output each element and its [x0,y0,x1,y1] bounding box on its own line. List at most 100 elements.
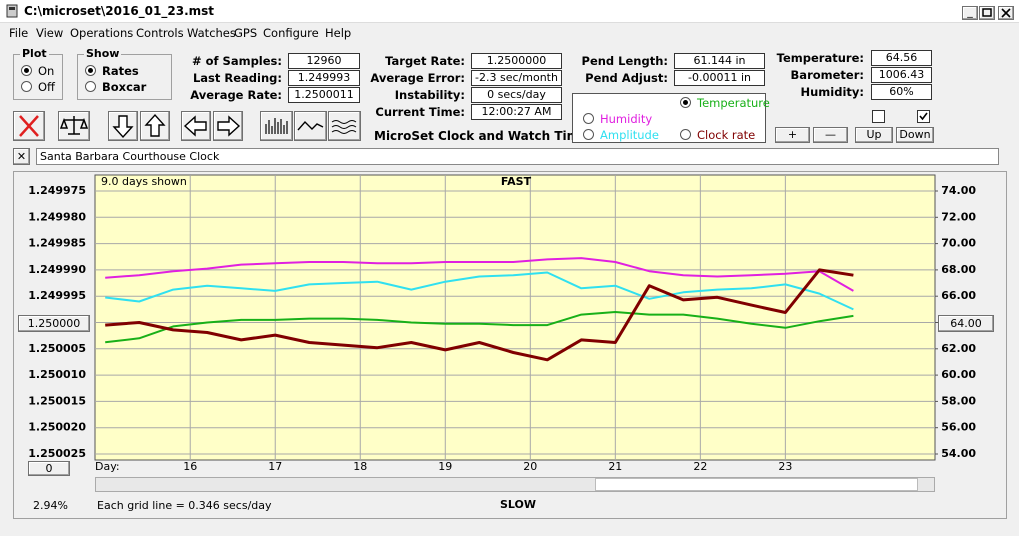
y2-tick-label: 58.00 [941,394,976,407]
button[interactable]: Down [896,127,934,143]
y2-tick-label: 74.00 [941,184,976,197]
y-tick-label: 1.249985 [28,237,86,250]
y-tick-label: 1.249995 [28,289,86,302]
legend-item[interactable]: Temperature [680,96,770,110]
y-tick-label: 1.250005 [28,342,86,355]
plot-group: Plot [13,47,63,100]
y-tick-label: 1.250025 [28,447,86,460]
button[interactable]: Up [855,127,893,143]
y-tick-label: 1.250015 [28,394,86,407]
menu-item[interactable]: Help [325,26,352,40]
left-value-box[interactable]: 1.250000 [18,315,90,332]
legend-label: Amplitude [600,128,659,142]
maximize-button[interactable] [979,6,995,20]
field-label: Pend Length: [581,54,668,68]
status-percent: 2.94% [33,499,68,512]
radio-on[interactable]: On [21,64,54,78]
up-arrow-button[interactable] [140,111,170,141]
x-tick-label: 18 [353,460,367,473]
radio-label: Off [38,80,55,94]
minimize-button[interactable]: _ [962,6,978,20]
radio-label: Boxcar [102,80,147,94]
field-value: 1006.43 [871,67,932,83]
field-label: Last Reading: [192,71,282,85]
menu-item[interactable]: File [9,26,29,40]
button[interactable]: — [813,127,848,143]
radio-off[interactable]: Off [21,80,55,94]
balance-button[interactable] [58,111,90,141]
grid-note: Each grid line = 0.346 secs/day [97,499,272,512]
field-value: 60% [871,84,932,100]
watch-name: Santa Barbara Courthouse Clock [36,148,999,165]
plot-area [94,174,936,461]
radio-label: On [38,64,55,78]
show-group: Show [77,47,172,100]
legend-item[interactable]: Amplitude [583,128,659,142]
series-line [105,271,854,311]
fast-label: FAST [501,175,532,188]
right-value-box[interactable]: 64.00 [938,315,994,332]
right-arrow-button[interactable] [213,111,243,141]
close-button[interactable] [998,6,1014,20]
histogram-button[interactable] [260,111,293,141]
y-tick-label: 1.250010 [28,368,86,381]
field-value: 64.56 [871,50,932,66]
y-tick-label: 1.249990 [28,263,86,276]
field-label: # of Samples: [192,54,282,68]
field-value: -2.3 sec/month [471,70,562,86]
x-tick-label: 23 [778,460,792,473]
app-label: MicroSet Clock and Watch Timer [374,129,594,143]
radio-rates[interactable]: Rates [85,64,139,78]
clear-button[interactable]: ✕ [13,148,30,165]
series-line [105,311,854,344]
field-label: Humidity: [800,85,864,99]
legend-item[interactable]: Humidity [583,112,652,126]
down-arrow-button[interactable] [108,111,138,141]
x-tick-label: 17 [268,460,282,473]
menu-item[interactable]: Controls [136,26,184,40]
field-label: Target Rate: [385,54,465,68]
field-value: 1.2500000 [471,53,562,69]
menu-item[interactable]: Operations [70,26,134,40]
wave-button[interactable] [328,111,361,141]
legend-label: Clock rate [697,128,756,142]
checkbox[interactable] [872,110,885,123]
menu-item[interactable]: Watches [187,26,236,40]
left-arrow-button[interactable] [181,111,211,141]
menu-item[interactable]: GPS [234,26,258,40]
checkbox-checked[interactable] [917,110,930,123]
bottom-value-box[interactable]: 0 [28,461,70,476]
slow-label: SLOW [500,498,536,511]
stop-button[interactable] [13,111,45,141]
y2-tick-label: 68.00 [941,263,976,276]
field-value: 0 secs/day [471,87,562,103]
field-value: -0.00011 in [674,70,765,86]
y-tick-label: 1.249975 [28,184,86,197]
app-icon [6,4,18,18]
field-label: Instability: [394,88,465,102]
line-button[interactable] [294,111,327,141]
field-value: 12:00:27 AM [471,104,562,120]
y2-tick-label: 66.00 [941,289,976,302]
field-value: 1.2500011 [288,87,360,103]
button[interactable]: + [775,127,810,143]
x-tick-label: 20 [523,460,537,473]
group-label: Show [84,47,122,60]
x-tick-label: 22 [693,460,707,473]
legend-label: Temperature [697,96,770,110]
field-value: 12960 [288,53,360,69]
legend-item[interactable]: Clock rate [680,128,755,142]
field-label: Barometer: [790,68,864,82]
field-value: 61.144 in [674,53,765,69]
radio-boxcar[interactable]: Boxcar [85,80,146,94]
field-label: Temperature: [776,51,864,65]
x-tick-label: 16 [183,460,197,473]
menu-item[interactable]: View [36,26,64,40]
y2-tick-label: 72.00 [941,210,976,223]
menu-item[interactable]: Configure [263,26,319,40]
radio-label: Rates [102,64,139,78]
scroll-thumb[interactable] [595,478,918,491]
series-line [105,268,854,362]
